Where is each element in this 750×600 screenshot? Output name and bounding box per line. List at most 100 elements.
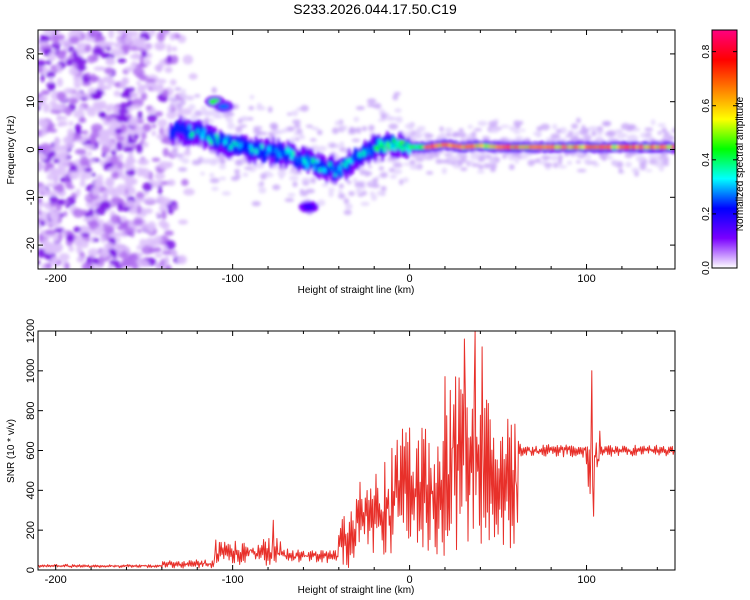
ridge-haze	[423, 137, 429, 141]
ridge-haze	[514, 158, 519, 164]
noise-blob	[110, 196, 123, 204]
ridge-haze	[625, 161, 632, 168]
ridge-hotspot	[571, 145, 579, 149]
ridge-haze	[524, 137, 531, 142]
ridge-haze	[591, 131, 597, 137]
ridge-haze	[648, 154, 655, 160]
ridge-haze	[370, 194, 378, 202]
noise-blob	[113, 106, 119, 113]
ridge-haze	[436, 134, 447, 139]
ridge-haze	[277, 169, 287, 177]
noise-blob	[113, 90, 121, 97]
noise-blob	[51, 41, 61, 50]
spectrogram-ylabel: Frequency (Hz)	[6, 116, 17, 185]
noise-blob	[38, 41, 49, 47]
colorbar: 0.0 0.2 0.4 0.6 0.8 Normalized spectral ampl…	[701, 29, 746, 275]
ridge-haze	[286, 112, 293, 116]
ridge-haze	[208, 118, 214, 123]
noise-blob	[116, 237, 121, 243]
noise-blob	[52, 233, 60, 243]
noise-blob	[146, 59, 152, 66]
ridge-haze	[628, 125, 636, 129]
noise-blob	[171, 46, 178, 52]
noise-blob	[38, 95, 49, 102]
noise-blob	[68, 121, 74, 126]
ridge-haze	[242, 172, 249, 178]
ridge-haze	[444, 152, 451, 157]
ridge-haze	[355, 106, 365, 111]
ridge-haze	[309, 138, 317, 142]
noise-blob	[73, 226, 82, 233]
ridge-haze	[425, 171, 434, 175]
noise-blob	[109, 251, 117, 256]
noise-blob	[121, 44, 130, 52]
ridge-haze	[287, 192, 296, 197]
ridge-haze	[263, 170, 272, 175]
noise-blob	[177, 254, 188, 265]
ridge-haze	[482, 136, 491, 141]
noise-blob	[151, 130, 157, 137]
noise-blob	[156, 45, 163, 50]
noise-blob	[134, 125, 144, 136]
noise-blob	[80, 232, 91, 237]
noise-blob	[135, 143, 143, 154]
ridge-haze	[410, 152, 420, 158]
noise-blob	[38, 209, 42, 216]
noise-blob	[108, 103, 115, 110]
ridge-haze	[623, 133, 628, 137]
noise-blob	[72, 76, 81, 81]
snr-ytick-label: 200	[25, 521, 37, 539]
noise-blob	[84, 167, 93, 173]
noise-blob	[75, 188, 81, 197]
ridge-haze	[513, 120, 521, 127]
spectrogram-texture	[38, 30, 675, 269]
noise-blob	[90, 73, 97, 83]
noise-blob	[91, 128, 101, 138]
ridge-hotspot	[601, 145, 609, 149]
ridge-haze	[380, 185, 387, 192]
noise-blob	[38, 260, 41, 265]
ridge-haze	[368, 124, 375, 132]
noise-blob	[151, 82, 159, 92]
ridge-haze	[197, 156, 204, 164]
ridge-haze	[248, 165, 257, 173]
ridge-haze	[645, 169, 653, 173]
noise-blob	[110, 155, 119, 165]
noise-blob	[64, 230, 73, 235]
noise-blob	[123, 87, 131, 97]
ridge-haze	[180, 88, 187, 94]
spectrogram-xtick-label: -200	[45, 273, 67, 285]
ridge-haze	[295, 137, 300, 142]
noise-blob	[142, 141, 149, 148]
ridge-haze	[234, 168, 241, 175]
ridge-haze	[460, 167, 468, 172]
noise-blob	[76, 63, 87, 72]
snr-xlabel: Height of straight line (km)	[298, 585, 415, 596]
noise-blob	[59, 150, 68, 161]
noise-blob	[156, 78, 167, 84]
noise-blob	[104, 140, 115, 148]
noise-blob	[66, 233, 74, 242]
noise-blob	[46, 71, 56, 79]
noise-blob	[81, 81, 92, 87]
spectrogram-patch-core	[302, 203, 315, 210]
ridge-core	[298, 159, 302, 165]
ridge-haze	[357, 193, 365, 197]
ridge-core	[390, 142, 394, 151]
noise-blob	[157, 185, 163, 196]
ridge-core	[226, 136, 230, 143]
noise-blob	[95, 88, 102, 94]
ridge-core	[209, 139, 213, 146]
ridge-haze	[515, 135, 523, 139]
noise-blob	[106, 78, 116, 86]
ridge-core	[254, 148, 258, 155]
noise-blob	[157, 118, 168, 128]
noise-blob	[59, 177, 67, 183]
noise-blob	[79, 181, 86, 188]
noise-blob	[38, 66, 44, 73]
ridge-haze	[566, 160, 573, 166]
ridge-haze	[376, 190, 386, 196]
noise-blob	[130, 104, 142, 110]
noise-blob	[90, 136, 97, 145]
